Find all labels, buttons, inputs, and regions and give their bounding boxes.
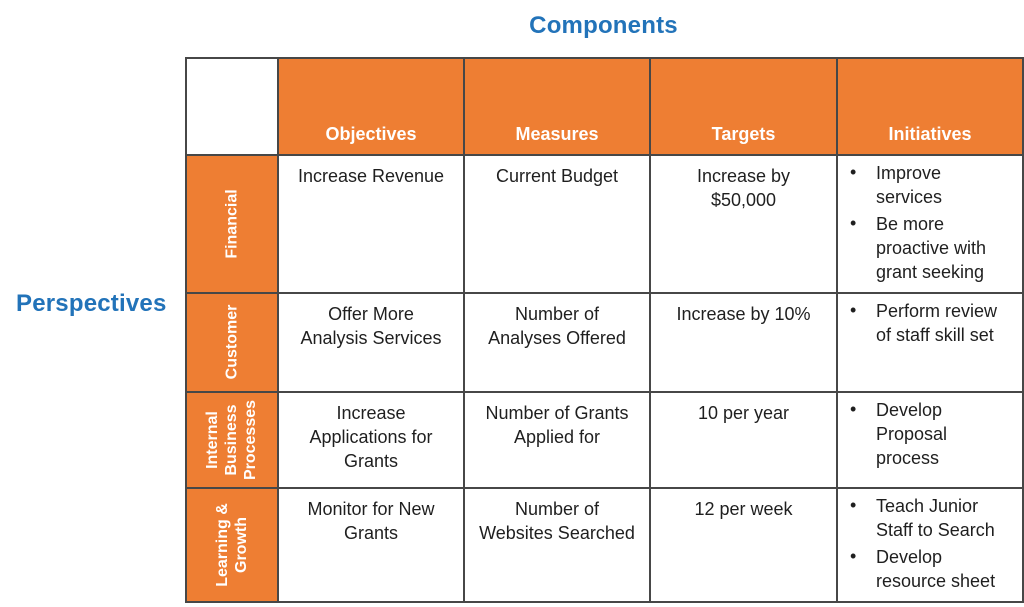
cell-financial-target: Increase by $50,000: [649, 154, 838, 294]
cell-internal-target: 10 per year: [649, 390, 838, 489]
cell-financial-initiatives: Improve services Be more proactive with …: [836, 154, 1024, 294]
initiative-item: Improve services: [844, 161, 1018, 210]
column-header-objectives: Objectives: [277, 57, 465, 156]
initiatives-list: Improve services Be more proactive with …: [844, 161, 1018, 285]
corner-blank-cell: [185, 57, 279, 156]
cell-customer-initiatives: Perform review of staff skill set: [836, 291, 1024, 393]
column-header-initiatives: Initiatives: [836, 57, 1024, 156]
row-header-financial: Financial: [185, 154, 279, 294]
header-row: Objectives Measures Targets Initiatives: [185, 57, 1024, 156]
row-header-internal-business-processes: Internal Business Processes: [185, 390, 279, 489]
row-header-internal-business-processes-label: Internal Business Processes: [204, 399, 260, 480]
initiative-item: Develop Proposal process: [844, 398, 1018, 471]
initiative-item: Teach Junior Staff to Search: [844, 494, 1018, 543]
cell-customer-measure: Number of Analyses Offered: [463, 291, 651, 393]
perspectives-axis-title: Perspectives: [16, 290, 167, 317]
initiatives-list: Develop Proposal process: [844, 398, 1018, 471]
table-row-learning-growth: Learning & Growth Monitor for New Grants…: [185, 486, 1024, 603]
initiative-item: Perform review of staff skill set: [844, 299, 1018, 348]
initiatives-list: Perform review of staff skill set: [844, 299, 1018, 348]
cell-internal-objective: Increase Applications for Grants: [277, 390, 465, 489]
row-header-financial-label: Financial: [223, 189, 241, 259]
cell-internal-initiatives: Develop Proposal process: [836, 390, 1024, 489]
cell-customer-target: Increase by 10%: [649, 291, 838, 393]
row-header-learning-growth: Learning & Growth: [185, 486, 279, 603]
row-header-customer: Customer: [185, 291, 279, 393]
table-row-financial: Financial Increase Revenue Current Budge…: [185, 154, 1024, 294]
cell-learning-objective: Monitor for New Grants: [277, 486, 465, 603]
initiatives-list: Teach Junior Staff to Search Develop res…: [844, 494, 1018, 594]
column-header-targets: Targets: [649, 57, 838, 156]
scorecard-table: Objectives Measures Targets Initiatives …: [185, 57, 1024, 603]
table-row-customer: Customer Offer More Analysis Services Nu…: [185, 291, 1024, 393]
cell-financial-measure: Current Budget: [463, 154, 651, 294]
initiative-item: Be more proactive with grant seeking: [844, 212, 1018, 285]
row-header-learning-growth-label: Learning & Growth: [213, 502, 250, 587]
initiative-item: Develop resource sheet: [844, 545, 1018, 594]
column-header-measures: Measures: [463, 57, 651, 156]
row-header-customer-label: Customer: [223, 304, 241, 380]
cell-financial-objective: Increase Revenue: [277, 154, 465, 294]
cell-learning-target: 12 per week: [649, 486, 838, 603]
cell-customer-objective: Offer More Analysis Services: [277, 291, 465, 393]
table-row-internal-business-processes: Internal Business Processes Increase App…: [185, 390, 1024, 489]
cell-learning-measure: Number of Websites Searched: [463, 486, 651, 603]
components-axis-title: Components: [529, 12, 678, 39]
cell-learning-initiatives: Teach Junior Staff to Search Develop res…: [836, 486, 1024, 603]
cell-internal-measure: Number of Grants Applied for: [463, 390, 651, 489]
